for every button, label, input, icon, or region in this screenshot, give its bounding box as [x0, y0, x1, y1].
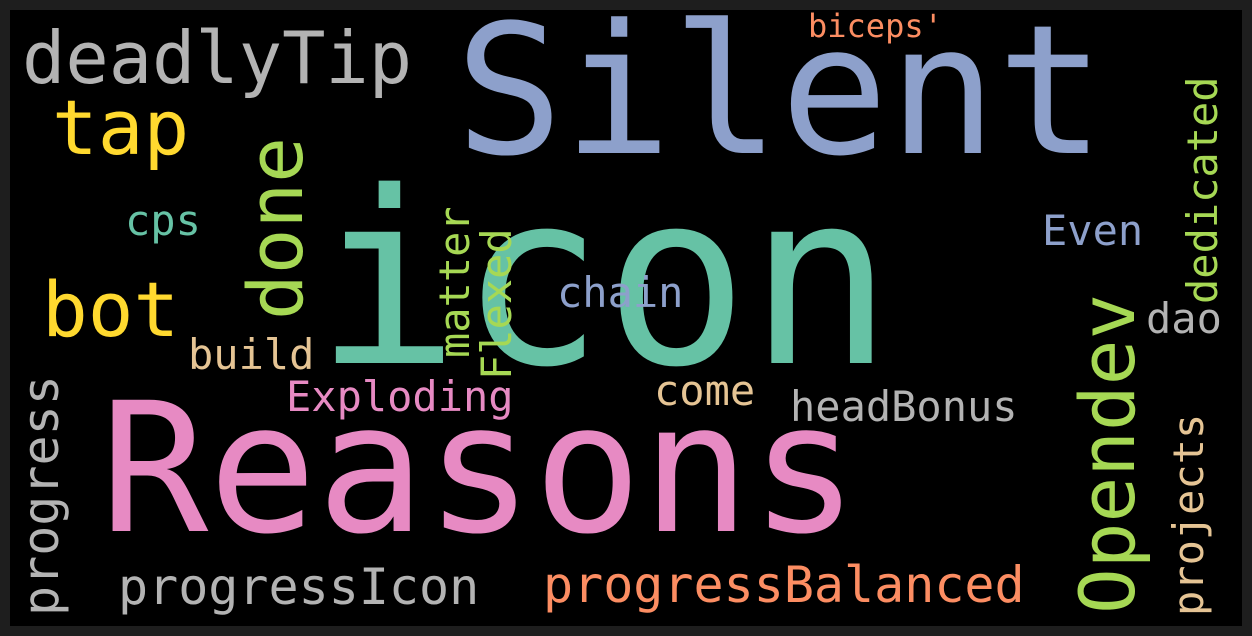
word-silent: Silent — [455, 10, 1106, 196]
word-exploding: Exploding — [286, 372, 514, 421]
word-headbonus: headBonus — [790, 382, 1018, 431]
word-flexed: Flexed — [472, 228, 521, 380]
word-dedicated: dedicated — [1178, 76, 1227, 304]
word-build: build — [188, 330, 315, 379]
word-progress: progress — [12, 375, 70, 616]
word-even: Even — [1042, 206, 1144, 255]
word-cps: cps — [125, 196, 201, 245]
word-progressbalanced: progressBalanced — [543, 556, 1025, 614]
word-done: done — [231, 136, 320, 320]
word-deadlytip: deadlyTip — [22, 16, 413, 100]
word-dao: dao — [1146, 294, 1222, 343]
word-chain: chain — [557, 268, 684, 317]
word-biceps: biceps' — [808, 10, 943, 45]
word-opendev: Opendev — [1063, 293, 1152, 614]
word-projects: projects — [1164, 413, 1213, 616]
word-cloud-canvas: Silent icon Reasons deadlyTip tap bot cp… — [10, 10, 1242, 626]
word-come: come — [654, 366, 756, 415]
word-reasons: Reasons — [100, 365, 859, 574]
word-icon: icon — [315, 140, 893, 420]
word-tap: tap — [52, 83, 190, 172]
word-bot: bot — [42, 265, 180, 354]
word-matter: matter — [430, 206, 479, 358]
word-progressicon: progressIcon — [118, 558, 480, 616]
